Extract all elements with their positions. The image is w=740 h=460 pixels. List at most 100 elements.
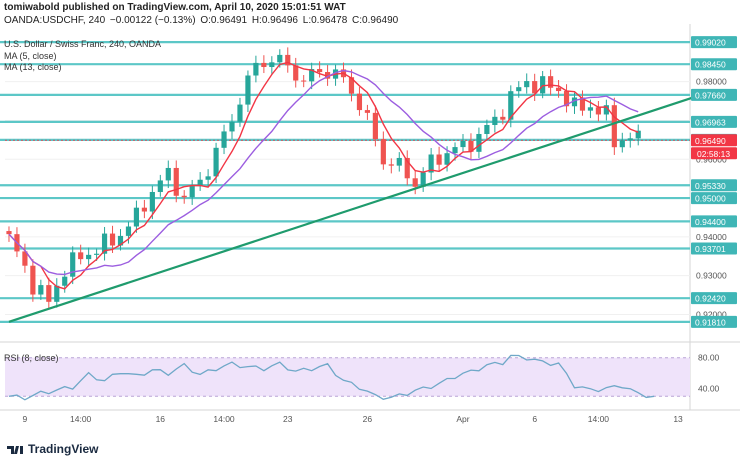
candle-body (261, 62, 267, 68)
candle-body (532, 81, 538, 94)
time-tick-label: 26 (363, 414, 373, 424)
candle-body (117, 235, 124, 246)
candle-body (229, 121, 235, 132)
ma13-line (8, 69, 639, 276)
candle-body (444, 153, 450, 165)
time-tick-label: 14:00 (213, 414, 235, 424)
time-tick-label: 14:00 (588, 414, 610, 424)
candle-body (125, 226, 132, 236)
level-label-box (691, 58, 737, 71)
time-axis: 9 14:00 16 14:00 23 26 Apr 6 14:00 13 (23, 414, 683, 424)
rsi-legend[interactable]: RSI (8, close) (4, 353, 59, 363)
candle-body (173, 167, 179, 196)
candle-body (348, 77, 355, 94)
level-label-box (691, 242, 737, 255)
ohlc-line: OANDA:USDCHF, 240 −0.00122 (−0.13%) O:0.… (4, 15, 400, 26)
candle-body (149, 191, 155, 212)
candle-body (213, 147, 219, 177)
change: −0.00122 (−0.13%) (109, 15, 196, 26)
ma5-legend[interactable]: MA (5, close) (4, 51, 57, 61)
candle-body (468, 141, 474, 152)
rsi-band (5, 357, 690, 397)
candle-body (412, 178, 418, 187)
level-label: 0.97660 (695, 90, 726, 100)
ma13-legend[interactable]: MA (13, close) (4, 62, 62, 72)
candle-body (627, 138, 633, 141)
level-label: 0.99020 (695, 38, 726, 48)
candle-body (548, 76, 554, 88)
level-label-box (691, 179, 737, 192)
current-price-box (691, 134, 737, 147)
candle-body (245, 75, 251, 105)
time-tick-label: 13 (673, 414, 683, 424)
rsi-tick-label: 40.00 (698, 384, 720, 394)
candle-body (189, 186, 195, 198)
candle-body (197, 179, 203, 187)
time-tick-label: 6 (532, 414, 537, 424)
symbol: OANDA:USDCHF, 240 (4, 15, 106, 26)
level-label-box (691, 292, 737, 305)
candle-body (420, 172, 426, 187)
time-tick-label: 16 (156, 414, 166, 424)
candle-body (62, 276, 68, 286)
price-tick-label: 0.92000 (696, 309, 727, 319)
tradingview-logo[interactable]: TradingView (6, 442, 98, 456)
level-label: 0.94400 (695, 217, 726, 227)
candle-body (317, 69, 323, 73)
series-title[interactable]: U.S. Dollar / Swiss Franc, 240, OANDA (4, 39, 162, 49)
level-label-box (691, 192, 737, 205)
level-label-box (691, 315, 737, 328)
candle-body (563, 91, 570, 107)
candle-body (372, 112, 378, 140)
candle-body (404, 157, 410, 179)
publisher-line: tomiwabold published on TradingView.com,… (4, 2, 346, 13)
candle-body (46, 285, 52, 302)
candle-body (540, 76, 546, 94)
candle-body (324, 72, 331, 79)
candle-body (524, 81, 530, 88)
ma5-line (8, 61, 639, 290)
candle-body (269, 62, 275, 68)
price-tick-label: 0.96000 (696, 154, 727, 164)
rsi-line (8, 354, 655, 401)
candle-body (603, 105, 609, 115)
timer-label: 02:58:13 (697, 149, 730, 159)
rsi-panel: 80.00 40.00 (5, 353, 720, 401)
candle-body (500, 116, 506, 120)
candle-body (22, 251, 28, 266)
candle-body (428, 154, 434, 173)
brand-label: TradingView (28, 442, 99, 456)
candle-body (277, 54, 283, 63)
level-label-box (691, 215, 737, 228)
close-value: C:0.96490 (352, 15, 399, 26)
candle-body (635, 130, 641, 139)
candlesticks (6, 47, 641, 310)
level-label: 0.96963 (695, 117, 726, 127)
candle-body (388, 164, 394, 166)
current-price-label: 0.96490 (695, 136, 726, 146)
tradingview-logo-icon (7, 446, 23, 454)
candle-body (460, 141, 466, 148)
level-label: 0.91810 (695, 317, 726, 327)
candle-body (109, 233, 116, 246)
moving-averages (8, 61, 639, 290)
level-label: 0.93701 (695, 244, 726, 254)
candle-body (571, 97, 578, 107)
candle-body (141, 207, 147, 212)
candle-body (452, 147, 458, 154)
low-value: L:0.96478 (302, 15, 348, 26)
candle-body (484, 124, 490, 134)
candle-body (516, 87, 522, 92)
level-label-box (691, 115, 737, 128)
candle-body (78, 252, 84, 260)
candle-body (364, 110, 371, 113)
candle-body (6, 231, 12, 235)
candle-body (579, 97, 586, 111)
candle-body (221, 131, 227, 148)
timer-box (691, 147, 737, 160)
time-tick-label: 23 (283, 414, 293, 424)
candle-body (101, 233, 108, 254)
price-axis: 0.980000.970000.960000.950000.940000.930… (691, 36, 737, 328)
candle-body (157, 180, 163, 192)
